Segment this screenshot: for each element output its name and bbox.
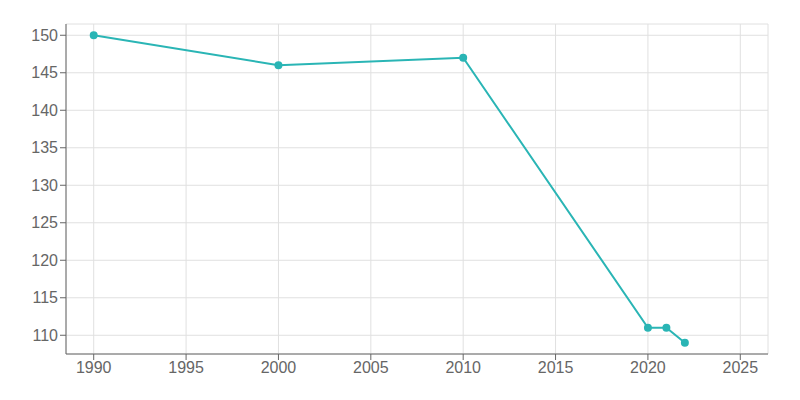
svg-text:115: 115 [32, 289, 58, 306]
svg-text:2020: 2020 [630, 359, 666, 376]
svg-text:2005: 2005 [353, 359, 389, 376]
svg-text:130: 130 [31, 177, 58, 194]
svg-text:2015: 2015 [538, 359, 574, 376]
svg-text:120: 120 [31, 252, 58, 269]
svg-text:145: 145 [31, 64, 58, 81]
svg-text:135: 135 [31, 139, 58, 156]
svg-text:1995: 1995 [168, 359, 204, 376]
svg-text:2010: 2010 [445, 359, 481, 376]
svg-text:140: 140 [31, 102, 58, 119]
svg-text:1990: 1990 [76, 359, 112, 376]
svg-text:150: 150 [31, 27, 58, 44]
svg-text:110: 110 [32, 327, 58, 344]
svg-text:125: 125 [31, 214, 58, 231]
svg-text:2025: 2025 [722, 359, 758, 376]
svg-text:2000: 2000 [261, 359, 297, 376]
